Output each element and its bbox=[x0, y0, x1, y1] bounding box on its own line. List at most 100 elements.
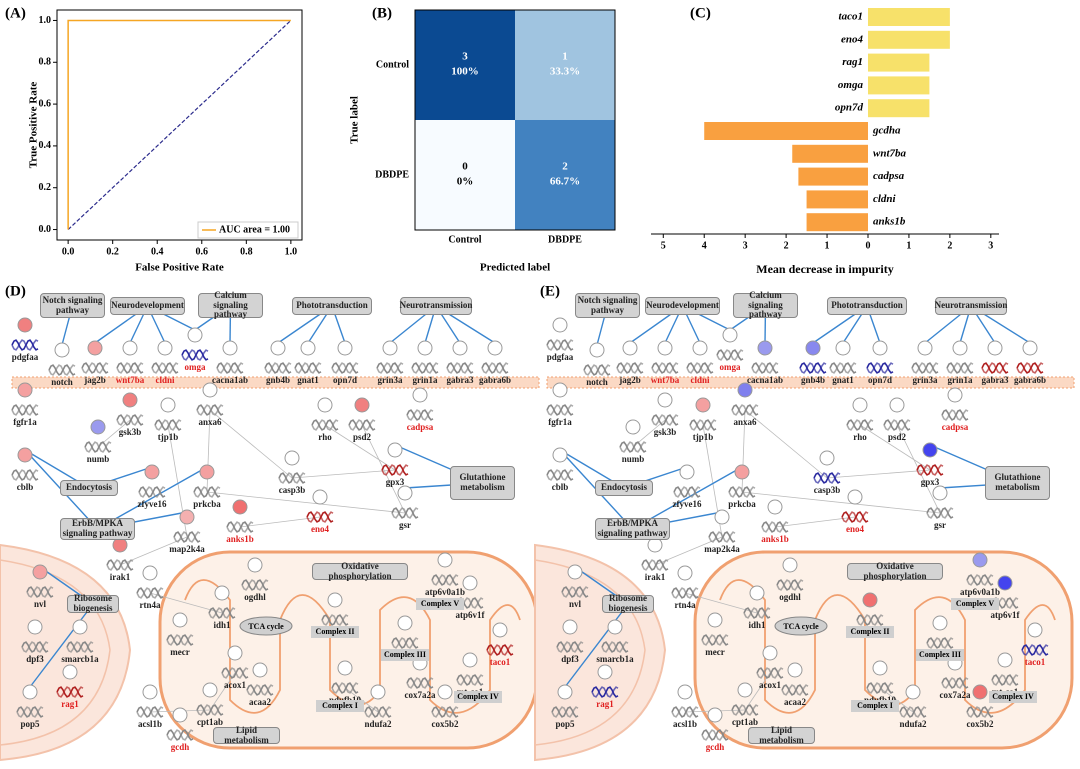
gene-label: gcdh bbox=[706, 742, 725, 752]
gene-dot bbox=[819, 450, 835, 466]
gene-label: gnat1 bbox=[832, 375, 854, 385]
gene-label: atp6v1f bbox=[456, 610, 486, 620]
dna-icon bbox=[731, 704, 759, 716]
dna-icon bbox=[671, 706, 699, 718]
dna-icon bbox=[226, 521, 254, 533]
dna-icon bbox=[431, 574, 459, 586]
dna-icon bbox=[671, 587, 699, 599]
dna-icon bbox=[546, 404, 574, 416]
dna-icon bbox=[26, 586, 54, 598]
gene-label: acsl1b bbox=[673, 719, 697, 729]
dna-icon bbox=[619, 441, 647, 453]
x-tick-label: 5 bbox=[661, 240, 666, 251]
gene-dot bbox=[270, 340, 286, 356]
gene-dot bbox=[172, 707, 188, 723]
x-tick-label: 0.2 bbox=[106, 246, 119, 257]
dna-icon bbox=[246, 684, 274, 696]
x-tick-label: 2 bbox=[784, 240, 789, 251]
dna-icon bbox=[11, 404, 39, 416]
dna-icon bbox=[776, 579, 804, 591]
dna-icon bbox=[154, 419, 182, 431]
dna-icon bbox=[446, 362, 474, 374]
dna-icon bbox=[781, 684, 809, 696]
x-tick-label: 2 bbox=[947, 240, 952, 251]
gene-dot bbox=[749, 585, 765, 601]
gene-dot bbox=[707, 707, 723, 723]
gene-label: acox1 bbox=[224, 680, 246, 690]
pathway-box: Neurotransmission bbox=[400, 297, 472, 315]
dna-icon bbox=[651, 414, 679, 426]
nucleus-inner bbox=[534, 559, 646, 746]
gene-label: rtn4a bbox=[675, 600, 696, 610]
dna-icon bbox=[856, 614, 884, 626]
complex-label: Complex III bbox=[919, 650, 961, 659]
dna-icon bbox=[883, 419, 911, 431]
dna-icon bbox=[583, 364, 611, 376]
dna-icon bbox=[221, 667, 249, 679]
gene-label: gabra3 bbox=[982, 375, 1010, 385]
dna-icon bbox=[1021, 644, 1049, 656]
dna-icon bbox=[306, 511, 334, 523]
complex-box bbox=[416, 598, 464, 610]
dna-icon bbox=[166, 729, 194, 741]
gene-dot bbox=[562, 619, 578, 635]
dna-icon bbox=[761, 521, 789, 533]
dna-icon bbox=[686, 362, 714, 374]
x-tick-label: 0 bbox=[865, 240, 870, 251]
dna-icon bbox=[264, 362, 292, 374]
heatmap-cell bbox=[515, 10, 615, 120]
gene-label: prkcba bbox=[193, 499, 221, 509]
dna-icon bbox=[981, 362, 1009, 374]
heatmap-cell bbox=[415, 120, 515, 230]
dna-icon bbox=[278, 472, 306, 484]
interaction-edge bbox=[744, 409, 828, 479]
gene-label: gabra6b bbox=[479, 375, 511, 385]
gene-dot bbox=[90, 419, 106, 435]
gene-dot bbox=[337, 340, 353, 356]
gene-label: anks1b bbox=[761, 534, 789, 544]
dna-icon bbox=[193, 486, 221, 498]
gene-dot bbox=[222, 340, 238, 356]
pathway-diagram: TCA cycle pdgfaa notch jag2b wnt7ba cldni omga… bbox=[0, 304, 540, 762]
dna-icon bbox=[846, 419, 874, 431]
gene-dot bbox=[737, 382, 753, 398]
gene-dot bbox=[160, 397, 176, 413]
x-tick-label: 0.6 bbox=[196, 246, 209, 257]
dna-icon bbox=[601, 641, 629, 653]
gene-label: idh1 bbox=[748, 620, 766, 630]
gene-label: dpf3 bbox=[561, 654, 579, 664]
dna-icon bbox=[866, 362, 894, 374]
pathway-box: Lipid metabolism bbox=[748, 725, 815, 744]
x-axis-title: Predicted label bbox=[480, 262, 550, 274]
gene-label: acsl1b bbox=[138, 719, 162, 729]
dna-icon bbox=[641, 559, 669, 571]
y-tick-label: 0.2 bbox=[39, 182, 52, 193]
dna-icon bbox=[116, 362, 144, 374]
dna-icon bbox=[246, 684, 274, 696]
dna-icon bbox=[731, 704, 759, 716]
gene-label: zfyve16 bbox=[138, 499, 167, 509]
gene-label: cacna1ab bbox=[747, 375, 783, 385]
pathway-box: Glutathione metabolism bbox=[450, 466, 515, 500]
dna-icon bbox=[731, 404, 759, 416]
dna-icon bbox=[911, 362, 939, 374]
complex-box bbox=[311, 626, 359, 638]
dna-icon bbox=[376, 362, 404, 374]
gene-dot bbox=[300, 340, 316, 356]
gene-label: grin1a bbox=[947, 375, 973, 385]
complex-label: Complex II bbox=[316, 627, 355, 636]
dna-icon bbox=[728, 486, 756, 498]
gene-label: irak1 bbox=[645, 572, 666, 582]
gene-label: prkcba bbox=[728, 499, 756, 509]
dna-icon bbox=[671, 706, 699, 718]
dna-icon bbox=[66, 641, 94, 653]
heatmap-frame bbox=[414, 9, 616, 231]
dna-icon bbox=[11, 404, 39, 416]
gene-dot bbox=[552, 447, 568, 463]
pathway-box: Calcium signaling pathway bbox=[198, 290, 263, 319]
dna-icon bbox=[106, 559, 134, 571]
gene-dot bbox=[122, 340, 138, 356]
bar bbox=[704, 122, 868, 140]
dna-icon bbox=[48, 364, 76, 376]
gene-dot bbox=[889, 397, 905, 413]
